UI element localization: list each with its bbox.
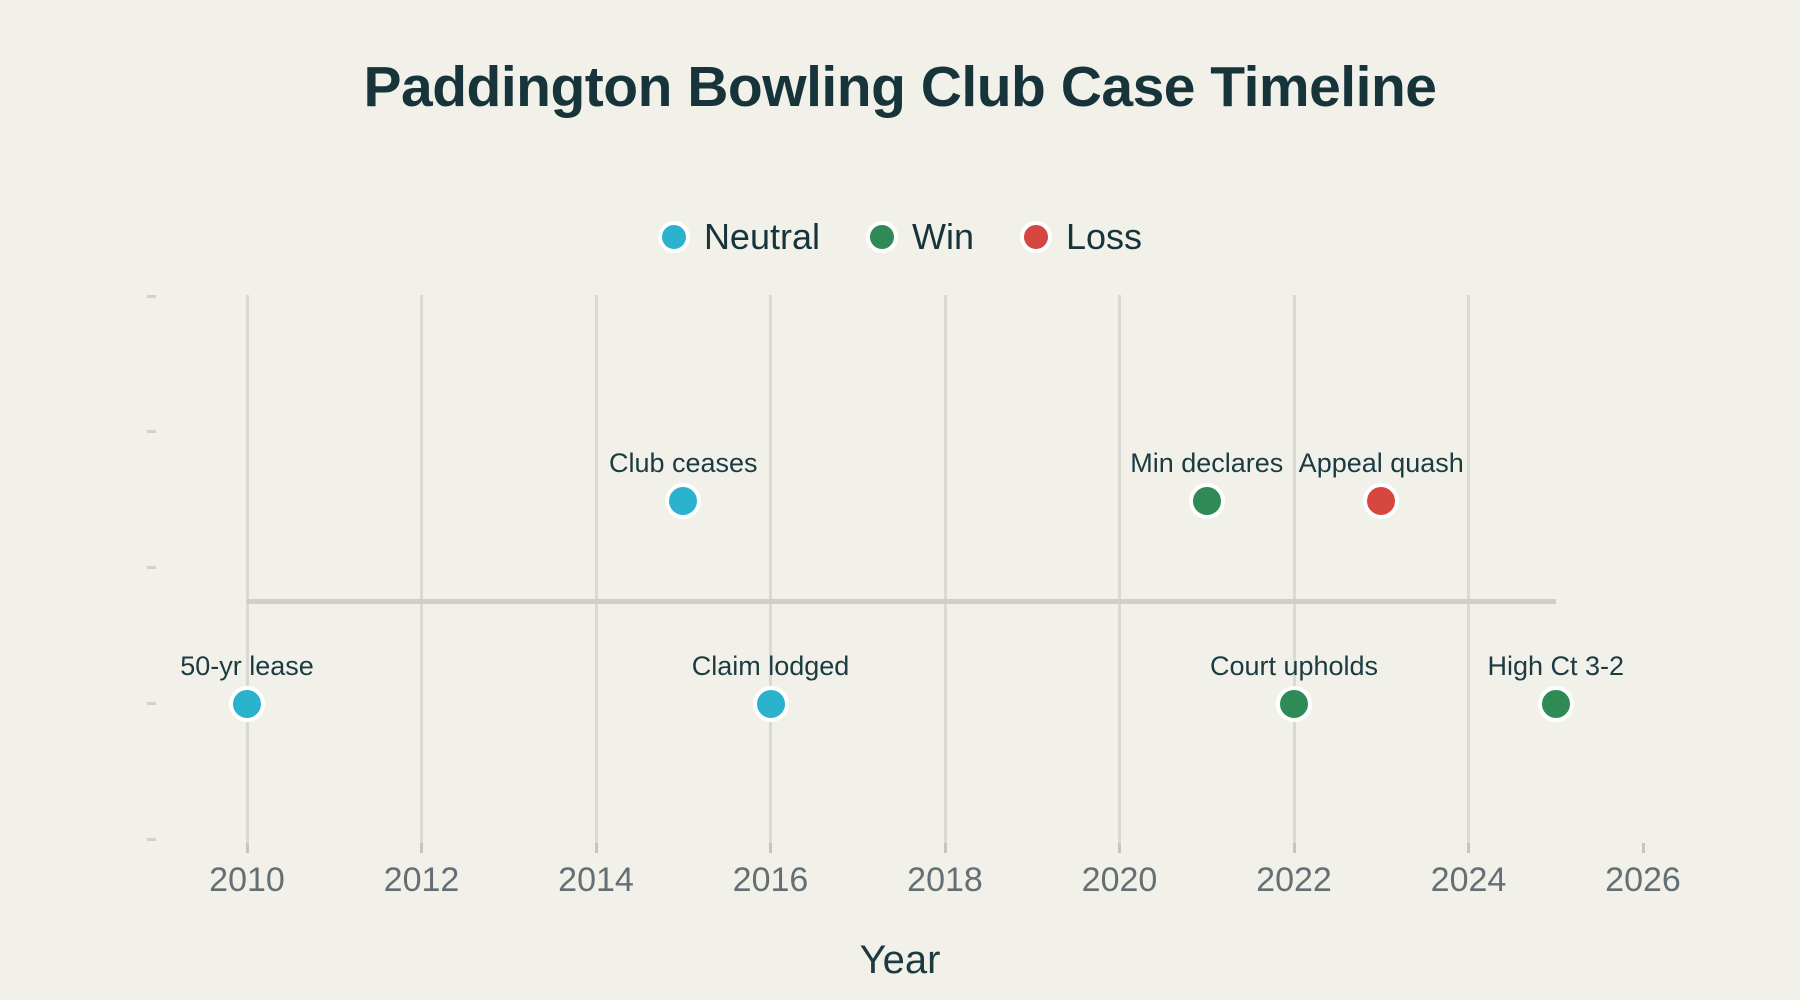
event-50-yr-lease-dot [229, 686, 265, 722]
x-tick-2022 [1292, 843, 1296, 853]
legend-label-loss: Loss [1066, 216, 1143, 257]
baseline [247, 598, 1556, 604]
y-tick-3 [147, 701, 156, 705]
event-min-declares-dot [1188, 483, 1225, 519]
event-high-ct-3-2-dot [1537, 686, 1574, 722]
x-tick-label-2014: 2014 [558, 861, 634, 899]
legend-label-win: Win [912, 216, 974, 257]
legend-item-loss: Loss [1020, 218, 1142, 256]
x-tick-label-2012: 2012 [383, 861, 460, 899]
x-tick-2012 [420, 843, 423, 853]
legend-dot-loss-icon [1020, 221, 1052, 253]
x-tick-label-2020: 2020 [1081, 861, 1158, 899]
event-50-yr-lease-label: 50-yr lease [180, 651, 314, 681]
x-tick-2014 [594, 843, 598, 853]
legend-label-neutral: Neutral [703, 216, 820, 257]
x-tick-2024 [1467, 843, 1470, 853]
event-claim-lodged-dot [752, 686, 789, 722]
legend-dot-neutral-icon [657, 221, 690, 253]
event-club-ceases-dot [665, 483, 702, 519]
event-claim-lodged-label: Claim lodged [691, 651, 850, 681]
event-club-ceases-label: Club ceases [608, 448, 758, 478]
x-tick-label-2022: 2022 [1256, 861, 1332, 899]
y-tick-0 [147, 294, 156, 298]
x-axis-title: Year [859, 938, 941, 982]
x-tick-label-2010: 2010 [209, 861, 285, 899]
legend: Neutral Win Loss [0, 218, 1800, 256]
x-tick-label-2024: 2024 [1430, 861, 1507, 899]
x-tick-2010 [245, 843, 249, 853]
x-tick-label-2016: 2016 [732, 861, 809, 899]
gridline-2016 [769, 295, 772, 853]
event-court-upholds-label: Court upholds [1209, 651, 1379, 681]
chart-title: Paddington Bowling Club Case Timeline [363, 55, 1437, 119]
event-appeal-quash-dot [1363, 483, 1400, 519]
y-tick-1 [147, 429, 156, 433]
gridline-2020 [1118, 295, 1121, 853]
gridline-2014 [594, 295, 598, 853]
event-min-declares-label: Min declares [1130, 448, 1284, 478]
y-tick-2 [147, 565, 156, 569]
legend-item-win: Win [866, 218, 974, 256]
event-high-ct-3-2-label: High Ct 3-2 [1487, 651, 1625, 681]
event-appeal-quash-label: Appeal quash [1298, 448, 1464, 478]
event-court-upholds-dot [1276, 686, 1312, 722]
legend-dot-win-icon [866, 221, 898, 253]
gridline-2018 [943, 295, 947, 853]
x-tick-label-2026: 2026 [1605, 861, 1681, 899]
legend-item-neutral: Neutral [657, 216, 820, 257]
gridline-2024 [1467, 295, 1470, 853]
x-tick-2026 [1641, 843, 1645, 853]
gridline-2022 [1292, 295, 1296, 853]
y-tick-4 [147, 837, 156, 841]
gridline-2012 [420, 295, 423, 853]
x-tick-2020 [1118, 843, 1121, 853]
x-tick-label-2018: 2018 [907, 861, 983, 899]
x-tick-2018 [943, 843, 947, 853]
gridline-2010 [245, 295, 249, 853]
x-tick-2016 [769, 843, 772, 853]
